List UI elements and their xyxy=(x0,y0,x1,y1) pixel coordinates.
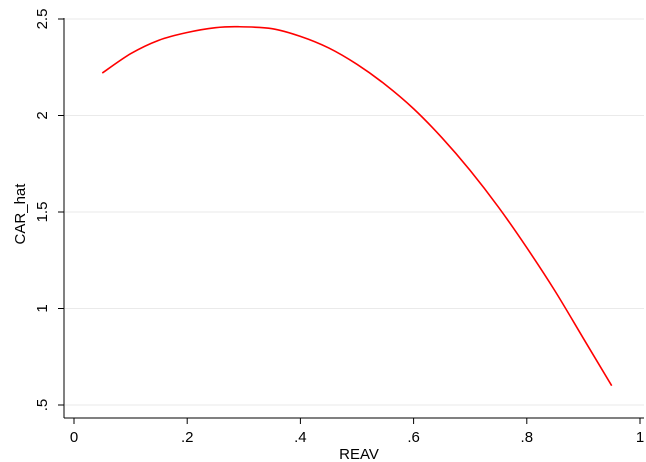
y-axis-title: CAR_hat xyxy=(12,183,29,245)
x-tick-label: .8 xyxy=(521,429,534,446)
y-tick-label: 1 xyxy=(34,304,51,312)
x-tick-label: .2 xyxy=(181,429,194,446)
gridlines xyxy=(65,18,644,406)
y-tick-label: 1.5 xyxy=(34,202,51,223)
y-ticks: .5 1 1.5 2 2.5 xyxy=(34,9,64,412)
series-line xyxy=(101,25,613,387)
series-group xyxy=(101,25,613,387)
axes xyxy=(63,18,644,419)
y-tick-label: 2 xyxy=(34,111,51,119)
y-tick-label: 2.5 xyxy=(34,9,51,30)
y-tick-label: .5 xyxy=(34,399,51,412)
x-tick-label: .4 xyxy=(294,429,307,446)
x-ticks: 0 .2 .4 .6 .8 1 xyxy=(70,418,644,446)
x-tick-label: .6 xyxy=(407,429,420,446)
x-tick-label: 0 xyxy=(70,429,78,446)
x-axis-title: REAV xyxy=(339,446,379,462)
x-tick-label: 1 xyxy=(636,429,644,446)
